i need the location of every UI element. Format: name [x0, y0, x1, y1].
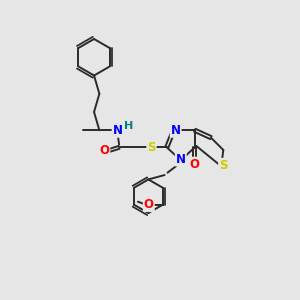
Text: O: O — [190, 158, 200, 171]
Text: N: N — [176, 153, 186, 166]
Text: N: N — [112, 124, 123, 137]
Text: O: O — [144, 198, 154, 211]
Text: O: O — [99, 144, 110, 158]
Text: S: S — [219, 159, 228, 172]
Text: N: N — [171, 124, 181, 137]
Text: H: H — [124, 121, 134, 131]
Text: S: S — [147, 141, 156, 154]
